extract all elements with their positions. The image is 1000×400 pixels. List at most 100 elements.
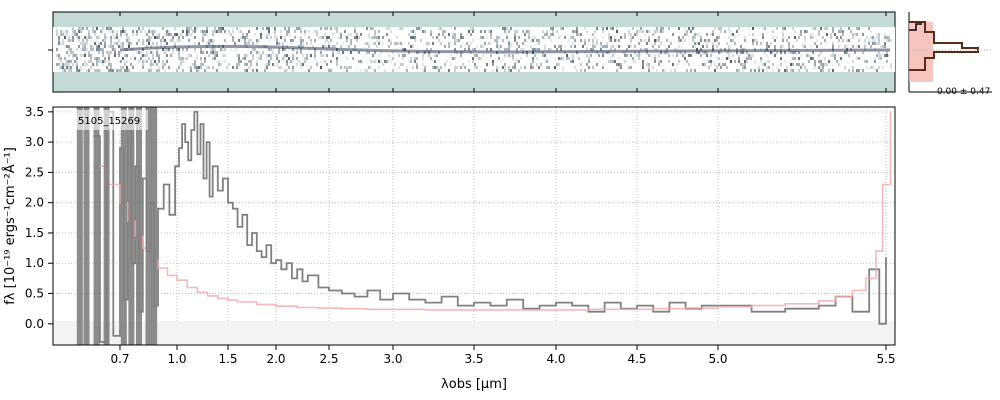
pixel [92, 63, 94, 66]
pixel [248, 60, 250, 63]
pixel [320, 36, 322, 39]
pixel [150, 30, 152, 33]
pixel [838, 39, 840, 42]
pixel [584, 39, 586, 42]
pixel [288, 57, 290, 60]
pixel [178, 54, 180, 57]
pixel [634, 45, 636, 48]
pixel [122, 27, 124, 30]
pixel [214, 54, 216, 57]
pixel [302, 45, 304, 48]
pixel [284, 36, 286, 39]
pixel [70, 66, 72, 69]
noise-bar [76, 107, 83, 345]
pixel [246, 54, 248, 57]
pixel [320, 51, 322, 54]
pixel [212, 66, 214, 69]
pixel [562, 66, 564, 69]
pixel [328, 42, 330, 45]
pixel [718, 51, 720, 54]
pixel [832, 42, 834, 45]
pixel [404, 69, 406, 72]
pixel [280, 30, 282, 33]
pixel [502, 39, 504, 42]
pixel [374, 33, 376, 36]
pixel [640, 39, 642, 42]
pixel [484, 30, 486, 33]
pixel [256, 39, 258, 42]
pixel [248, 39, 250, 42]
pixel [548, 48, 550, 51]
pixel [618, 39, 620, 42]
pixel [780, 45, 782, 48]
noise-bar [103, 107, 110, 345]
pixel [284, 27, 286, 30]
x-tick-label: 2.0 [266, 352, 285, 366]
pixel [322, 54, 324, 57]
pixel [744, 39, 746, 42]
pixel [890, 39, 892, 42]
pixel [732, 54, 734, 57]
pixel [628, 30, 630, 33]
pixel [618, 45, 620, 48]
pixel [612, 45, 614, 48]
pixel [146, 51, 148, 54]
pixel [356, 39, 358, 42]
pixel [592, 48, 594, 51]
pixel [776, 36, 778, 39]
pixel [174, 42, 176, 45]
pixel [210, 39, 212, 42]
pixel [878, 54, 880, 57]
pixel [94, 30, 96, 33]
pixel [594, 30, 596, 33]
noise-bar [128, 107, 135, 345]
pixel [444, 63, 446, 66]
pixel [576, 69, 578, 72]
pixel [106, 27, 108, 30]
pixel [148, 39, 150, 42]
pixel [516, 48, 518, 51]
pixel [690, 69, 692, 72]
pixel [320, 60, 322, 63]
pixel [74, 54, 76, 57]
pixel [118, 54, 120, 57]
pixel [90, 60, 92, 63]
pixel [630, 66, 632, 69]
pixel [546, 57, 548, 60]
pixel [162, 63, 164, 66]
spectrum-2d-image [53, 27, 895, 72]
pixel [110, 45, 112, 48]
pixel [150, 36, 152, 39]
pixel [302, 39, 304, 42]
pixel [374, 51, 376, 54]
pixel [576, 30, 578, 33]
pixel [380, 60, 382, 63]
pixel [766, 54, 768, 57]
pixel [208, 39, 210, 42]
pixel [852, 33, 854, 36]
pixel [410, 60, 412, 63]
pixel [326, 54, 328, 57]
pixel [716, 66, 718, 69]
pixel [444, 36, 446, 39]
pixel [152, 63, 154, 66]
pixel [198, 66, 200, 69]
pixel [244, 69, 246, 72]
pixel [240, 39, 242, 42]
pixel [208, 42, 210, 45]
pixel [880, 45, 882, 48]
pixel [166, 30, 168, 33]
pixel [320, 27, 322, 30]
pixel [146, 60, 148, 63]
pixel [840, 36, 842, 39]
pixel [508, 66, 510, 69]
pixel [202, 36, 204, 39]
pixel [782, 36, 784, 39]
pixel [212, 30, 214, 33]
pixel [520, 48, 522, 51]
pixel [452, 36, 454, 39]
pixel [218, 60, 220, 63]
pixel [794, 30, 796, 33]
pixel [852, 45, 854, 48]
pixel [430, 57, 432, 60]
